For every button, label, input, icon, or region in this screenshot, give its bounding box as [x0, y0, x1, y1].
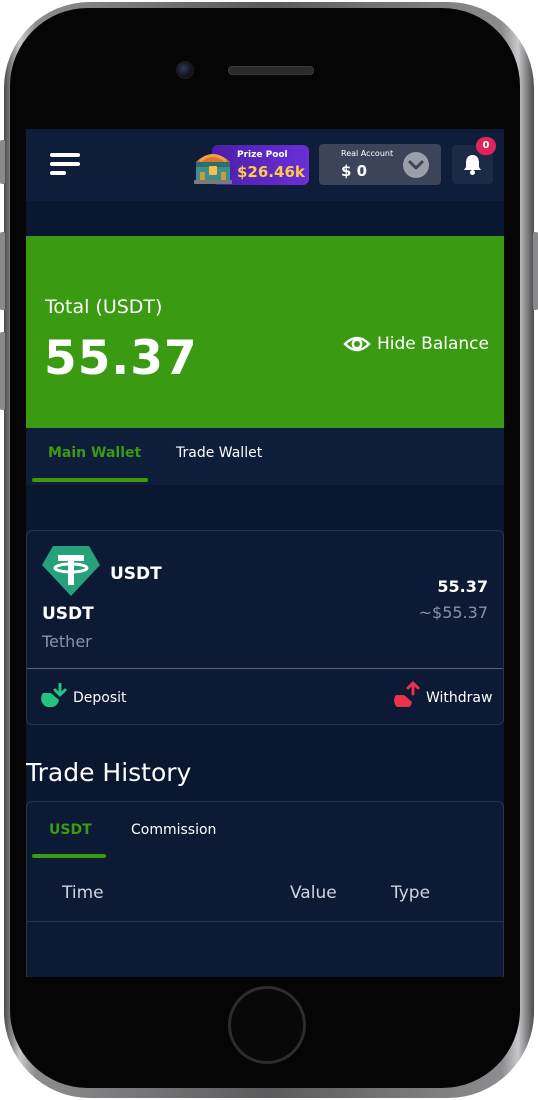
total-balance-value: 55.37 — [44, 331, 198, 386]
app-screen: Prize Pool $26.46k Real Account $ 0 0 To… — [26, 129, 504, 977]
hide-balance-label: Hide Balance — [377, 334, 489, 354]
tab-usdt[interactable]: USDT — [49, 822, 92, 838]
active-tab-indicator — [32, 478, 148, 482]
deposit-button[interactable]: Deposit — [41, 682, 127, 709]
withdraw-button[interactable]: Withdraw — [394, 681, 494, 710]
power-button — [533, 232, 538, 310]
trade-history-card: USDT Commission Time Value Type — [26, 801, 504, 977]
volume-down-button — [0, 332, 5, 410]
trade-history-title: Trade History — [26, 758, 192, 787]
earpiece-speaker — [228, 66, 314, 75]
treasure-chest-icon — [194, 154, 232, 184]
notification-count-badge: 0 — [476, 137, 496, 155]
front-camera — [176, 61, 194, 79]
app-header: Prize Pool $26.46k Real Account $ 0 0 — [26, 129, 504, 201]
wallet-tabs: Main Wallet Trade Wallet — [26, 428, 504, 485]
column-header-time: Time — [62, 883, 104, 903]
volume-up-button — [0, 232, 5, 310]
account-balance: $ 0 — [341, 162, 368, 180]
withdraw-arrow-icon — [394, 681, 420, 710]
tab-commission[interactable]: Commission — [131, 822, 217, 838]
total-balance-label: Total (USDT) — [45, 296, 163, 318]
account-type-label: Real Account — [341, 149, 394, 158]
tab-main-wallet[interactable]: Main Wallet — [48, 445, 142, 461]
deposit-label: Deposit — [73, 690, 127, 706]
tether-logo-icon — [42, 546, 100, 596]
asset-name: Tether — [42, 632, 92, 651]
account-selector[interactable]: Real Account $ 0 — [319, 144, 441, 185]
asset-card-usdt[interactable]: USDT USDT Tether 55.37 ~$55.37 Deposit W… — [26, 530, 504, 725]
column-header-type: Type — [391, 883, 431, 903]
table-header-divider — [27, 921, 503, 922]
divider — [27, 668, 503, 669]
column-header-value: Value — [290, 883, 337, 903]
deposit-arrow-icon — [41, 682, 67, 708]
home-button[interactable] — [228, 986, 306, 1064]
prize-pool[interactable]: Prize Pool $26.46k — [192, 144, 309, 186]
withdraw-label: Withdraw — [426, 690, 493, 706]
asset-amount: 55.37 — [437, 577, 488, 596]
hamburger-menu-icon[interactable] — [50, 153, 82, 179]
active-tab-indicator — [32, 854, 106, 858]
balance-card: Total (USDT) 55.37 Hide Balance — [26, 236, 504, 428]
asset-usd-value: ~$55.37 — [418, 603, 488, 622]
prize-pool-label: Prize Pool — [237, 150, 288, 160]
asset-symbol: USDT — [42, 604, 94, 624]
chevron-down-icon[interactable] — [403, 152, 429, 178]
silent-switch — [0, 140, 5, 184]
bell-icon — [464, 155, 481, 175]
tab-trade-wallet[interactable]: Trade Wallet — [176, 445, 263, 461]
prize-pool-value: $26.46k — [237, 163, 305, 181]
asset-symbol-heading: USDT — [110, 564, 162, 584]
eye-icon — [343, 336, 371, 352]
